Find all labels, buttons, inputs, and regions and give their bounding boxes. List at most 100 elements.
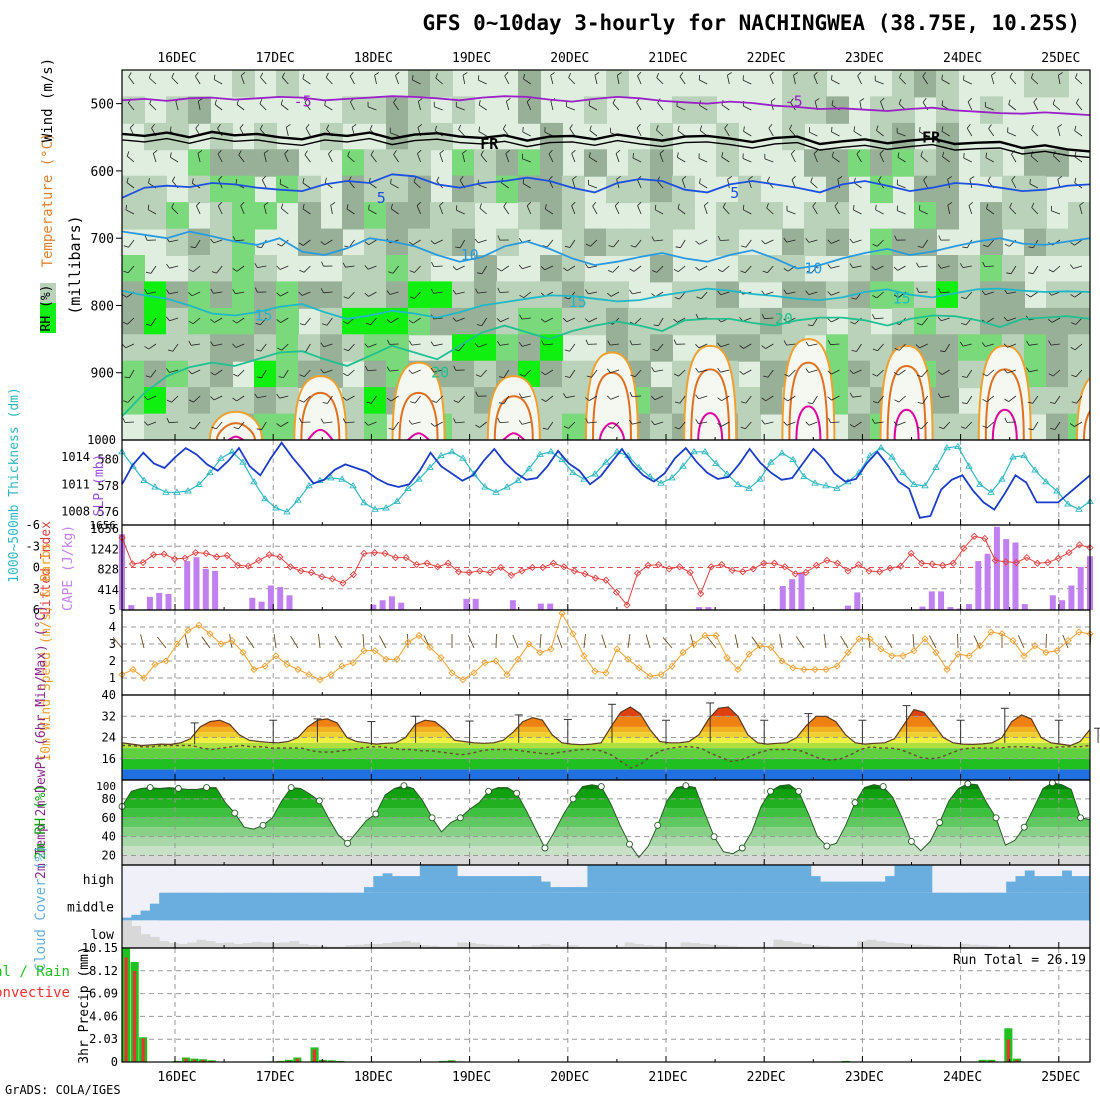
wind-barb-feather: [195, 72, 199, 77]
lifted-index-marker: [276, 553, 284, 561]
wind-barb-feather: [542, 245, 548, 248]
lifted-index-marker: [286, 563, 294, 571]
rh-cell: [342, 255, 365, 283]
cloud-cell-low: [671, 946, 681, 948]
thickness-marker: [327, 474, 335, 481]
day-label-bottom: 21DEC: [648, 1070, 687, 1085]
wind-barb: [349, 75, 355, 85]
lifted-index-marker: [728, 566, 736, 574]
wind-barb: [1006, 291, 1016, 294]
wind-barb-feather: [148, 73, 152, 79]
rh-band: [122, 836, 1090, 847]
wind-barb: [434, 239, 443, 245]
temperature-band: [122, 707, 1090, 717]
cape-bar: [705, 607, 712, 610]
wind-barb-feather: [343, 373, 348, 377]
wind-barb: [521, 395, 531, 399]
wind-barb-feather: [506, 97, 511, 102]
cloud-cell-low: [578, 946, 588, 948]
cloud-cell-middle: [531, 892, 542, 921]
rh-cell: [584, 307, 607, 336]
wind-barb-feather: [849, 369, 854, 374]
wind-barb: [941, 130, 950, 137]
wind-barb-feather: [393, 150, 397, 155]
rh-cell: [650, 202, 673, 230]
wind-barb: [1057, 75, 1061, 85]
rh-marker: [1048, 779, 1056, 787]
wind-barb-feather: [967, 97, 972, 103]
wind-barb: [439, 153, 444, 163]
rh-cell: [276, 307, 299, 336]
warm-bell-fill: [209, 411, 262, 440]
rh-cell: [760, 255, 783, 283]
wind-barb: [632, 157, 642, 163]
wind-barb: [1007, 369, 1017, 374]
temperature-band: [122, 737, 1090, 743]
wind-barb-feather: [699, 125, 703, 131]
wind-barb: [191, 291, 201, 297]
wind-barb-feather: [653, 324, 659, 327]
rh-cell: [936, 255, 959, 283]
wind-barb-feather: [636, 123, 641, 129]
wind-barb: [522, 421, 531, 425]
rh-cell: [144, 307, 167, 336]
wind-speed-marker: [613, 645, 621, 653]
wind-barb: [943, 421, 950, 429]
wind-barb: [569, 369, 576, 378]
cloud-cell-low: [848, 946, 858, 948]
rh-tick-label: 60: [102, 811, 116, 825]
cloud-cell-high: [633, 865, 644, 893]
wind-barb-feather: [254, 287, 258, 293]
wind-barb: [921, 369, 929, 378]
wind-barb-feather: [328, 149, 333, 155]
wind-barb-feather: [761, 240, 766, 245]
cloud-cell-high: [382, 873, 393, 893]
cloud-cell-high: [503, 876, 514, 893]
wind-barb-10m: [1045, 633, 1047, 649]
rh-cell: [188, 413, 211, 440]
wind-speed-marker: [877, 645, 885, 653]
wind-barb-feather: [254, 263, 258, 268]
wind-barb: [568, 77, 576, 85]
cloud-cell-middle: [671, 892, 681, 921]
wind-barb-feather: [938, 426, 944, 430]
wind-barb: [614, 205, 620, 215]
lifted-index-marker: [181, 554, 189, 562]
wind-barb: [985, 106, 994, 111]
wind-barb-feather: [541, 340, 545, 346]
rh-cell: [870, 334, 893, 362]
cloud-cell-middle: [438, 892, 449, 921]
rh-cell: [518, 307, 541, 336]
rh-cell: [936, 360, 959, 389]
wind-barb-feather: [430, 240, 435, 245]
wind-barb-feather: [961, 376, 967, 378]
wind-speed-marker: [767, 643, 775, 652]
cloud-cell-low: [410, 942, 421, 948]
wind-barb: [963, 79, 972, 85]
rh-marker: [710, 833, 718, 841]
wind-barb-feather: [256, 376, 262, 379]
wind-barb: [368, 291, 377, 297]
wind-barb-feather: [453, 400, 459, 403]
wind-barb-feather: [330, 202, 336, 206]
wind-barb-feather: [541, 398, 547, 402]
wind-barb-feather: [390, 203, 393, 209]
cloud-cell-middle: [1015, 892, 1026, 921]
cloud-cell-low: [1043, 946, 1054, 948]
cloud-cell-high: [1080, 876, 1091, 893]
lifted-index-marker: [297, 567, 305, 575]
wind-barb: [235, 291, 245, 295]
thickness-marker: [272, 504, 280, 511]
wind-barb-feather: [607, 270, 613, 273]
wind-barb-feather: [298, 291, 303, 296]
isotherm-warm-bell: [598, 422, 625, 440]
cape-tick-label: 828: [97, 563, 119, 577]
cape-tick-label: 1242: [90, 542, 119, 556]
wind-barb: [793, 75, 796, 85]
wind-barb: [479, 421, 487, 428]
wind-barb-feather: [791, 175, 796, 180]
wind-barb-feather: [480, 150, 484, 156]
rh-cell: [540, 255, 563, 283]
wind-barb: [1033, 101, 1039, 111]
rh-cell: [298, 334, 321, 362]
